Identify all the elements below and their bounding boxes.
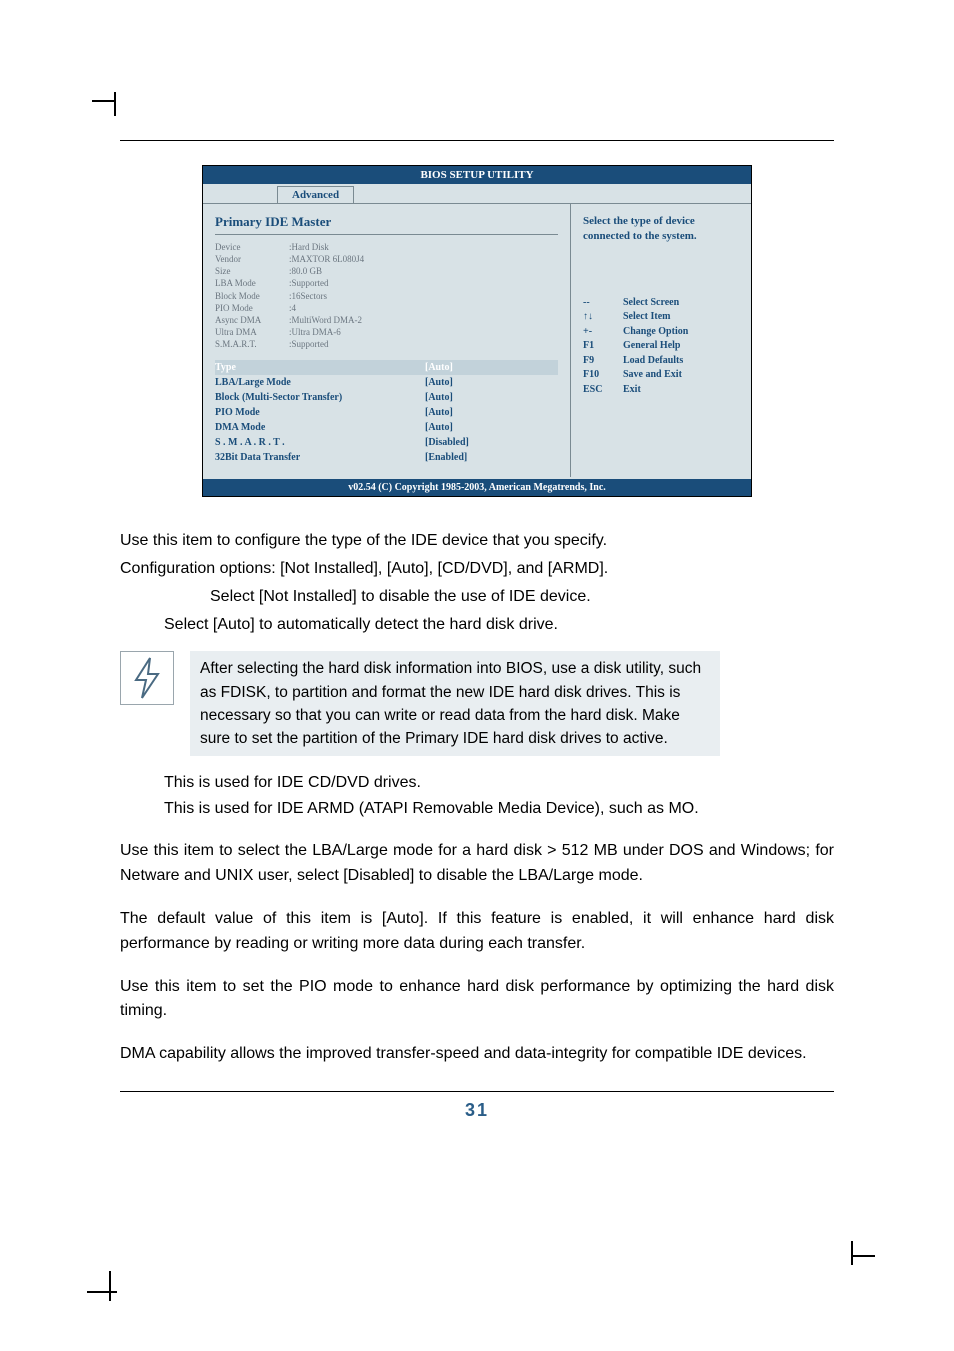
bios-device-info: Device:Hard Disk Vendor:MAXTOR 6L080J4 S… — [215, 241, 558, 350]
bios-tab-advanced[interactable]: Advanced — [277, 186, 354, 203]
lightning-icon — [120, 651, 174, 705]
opt-label: 32Bit Data Transfer — [215, 450, 425, 465]
bios-option-lba[interactable]: LBA/Large Mode[Auto] — [215, 375, 558, 390]
paragraph: Select [Not Installed] to disable the us… — [210, 585, 834, 609]
devinfo-key: Vendor — [215, 253, 289, 265]
opt-value: [Auto] — [425, 360, 453, 375]
bios-footer: v02.54 (C) Copyright 1985-2003, American… — [203, 477, 751, 496]
devinfo-val: :16Sectors — [289, 290, 327, 302]
key-label: General Help — [623, 339, 681, 354]
bios-option-pio[interactable]: PIO Mode[Auto] — [215, 405, 558, 420]
key-sym: ↑↓ — [583, 310, 623, 325]
key-sym: F1 — [583, 339, 623, 354]
opt-label: S . M . A . R . T . — [215, 435, 425, 450]
opt-label: Type — [215, 360, 425, 375]
note-text: After selecting the hard disk informatio… — [190, 651, 720, 756]
opt-value: [Auto] — [425, 390, 453, 405]
key-sym: ESC — [583, 383, 623, 398]
paragraph: Use this item to select the LBA/Large mo… — [120, 839, 834, 889]
key-sym: +- — [583, 325, 623, 340]
key-label: Change Option — [623, 325, 688, 340]
bios-options: Type[Auto] LBA/Large Mode[Auto] Block (M… — [215, 360, 558, 465]
key-sym: -- — [583, 296, 623, 311]
page-rule-top — [120, 140, 834, 141]
devinfo-key: S.M.A.R.T. — [215, 338, 289, 350]
opt-value: [Auto] — [425, 405, 453, 420]
devinfo-val: :Ultra DMA-6 — [289, 326, 341, 338]
key-label: Select Screen — [623, 296, 679, 311]
bios-right-pane: Select the type of device connected to t… — [571, 204, 751, 477]
paragraph: Configuration options: [Not Installed], … — [120, 557, 834, 581]
bios-title: BIOS SETUP UTILITY — [203, 166, 751, 184]
page-number: 31 — [120, 1100, 834, 1121]
page-rule-bottom — [120, 1091, 834, 1092]
devinfo-key: Device — [215, 241, 289, 253]
paragraph: DMA capability allows the improved trans… — [120, 1042, 834, 1067]
devinfo-val: :4 — [289, 302, 296, 314]
devinfo-key: Block Mode — [215, 290, 289, 302]
opt-label: PIO Mode — [215, 405, 425, 420]
key-label: Exit — [623, 383, 641, 398]
opt-value: [Auto] — [425, 420, 453, 435]
bios-help-text: Select the type of device connected to t… — [583, 214, 739, 244]
paragraph: The default value of this item is [Auto]… — [120, 907, 834, 957]
key-sym: F9 — [583, 354, 623, 369]
opt-label: LBA/Large Mode — [215, 375, 425, 390]
sub-block: This is used for IDE CD/DVD drives. This… — [164, 770, 834, 821]
body-text: Use this item to configure the type of t… — [120, 529, 834, 637]
opt-label: Block (Multi-Sector Transfer) — [215, 390, 425, 405]
note-box: After selecting the hard disk informatio… — [120, 651, 834, 756]
bios-option-block[interactable]: Block (Multi-Sector Transfer)[Auto] — [215, 390, 558, 405]
devinfo-val: :MAXTOR 6L080J4 — [289, 253, 364, 265]
opt-label: DMA Mode — [215, 420, 425, 435]
devinfo-val: :MultiWord DMA-2 — [289, 314, 362, 326]
bios-section-header: Primary IDE Master — [215, 214, 558, 230]
bios-option-32bit[interactable]: 32Bit Data Transfer[Enabled] — [215, 450, 558, 465]
paragraph: Use this item to configure the type of t… — [120, 529, 834, 553]
opt-value: [Enabled] — [425, 450, 467, 465]
paragraph: Use this item to set the PIO mode to enh… — [120, 975, 834, 1025]
paragraph: This is used for IDE CD/DVD drives. — [164, 770, 834, 796]
devinfo-key: Size — [215, 265, 289, 277]
key-label: Load Defaults — [623, 354, 683, 369]
opt-value: [Disabled] — [425, 435, 469, 450]
bios-key-legend: --Select Screen ↑↓Select Item +-Change O… — [583, 296, 739, 398]
devinfo-key: Async DMA — [215, 314, 289, 326]
key-label: Save and Exit — [623, 368, 682, 383]
bios-option-dma[interactable]: DMA Mode[Auto] — [215, 420, 558, 435]
paragraph: This is used for IDE ARMD (ATAPI Removab… — [164, 796, 834, 822]
key-sym: F10 — [583, 368, 623, 383]
bios-window: BIOS SETUP UTILITY Advanced Primary IDE … — [202, 165, 752, 497]
bios-tabs: Advanced — [203, 184, 751, 203]
devinfo-key: Ultra DMA — [215, 326, 289, 338]
devinfo-val: :Supported — [289, 277, 329, 289]
paragraph: Select [Auto] to automatically detect th… — [164, 613, 834, 637]
bios-left-pane: Primary IDE Master Device:Hard Disk Vend… — [203, 204, 571, 477]
devinfo-val: :80.0 GB — [289, 265, 322, 277]
devinfo-key: PIO Mode — [215, 302, 289, 314]
key-label: Select Item — [623, 310, 670, 325]
opt-value: [Auto] — [425, 375, 453, 390]
bios-option-smart[interactable]: S . M . A . R . T .[Disabled] — [215, 435, 558, 450]
devinfo-key: LBA Mode — [215, 277, 289, 289]
devinfo-val: :Hard Disk — [289, 241, 329, 253]
devinfo-val: :Supported — [289, 338, 329, 350]
bios-option-type[interactable]: Type[Auto] — [215, 360, 558, 375]
